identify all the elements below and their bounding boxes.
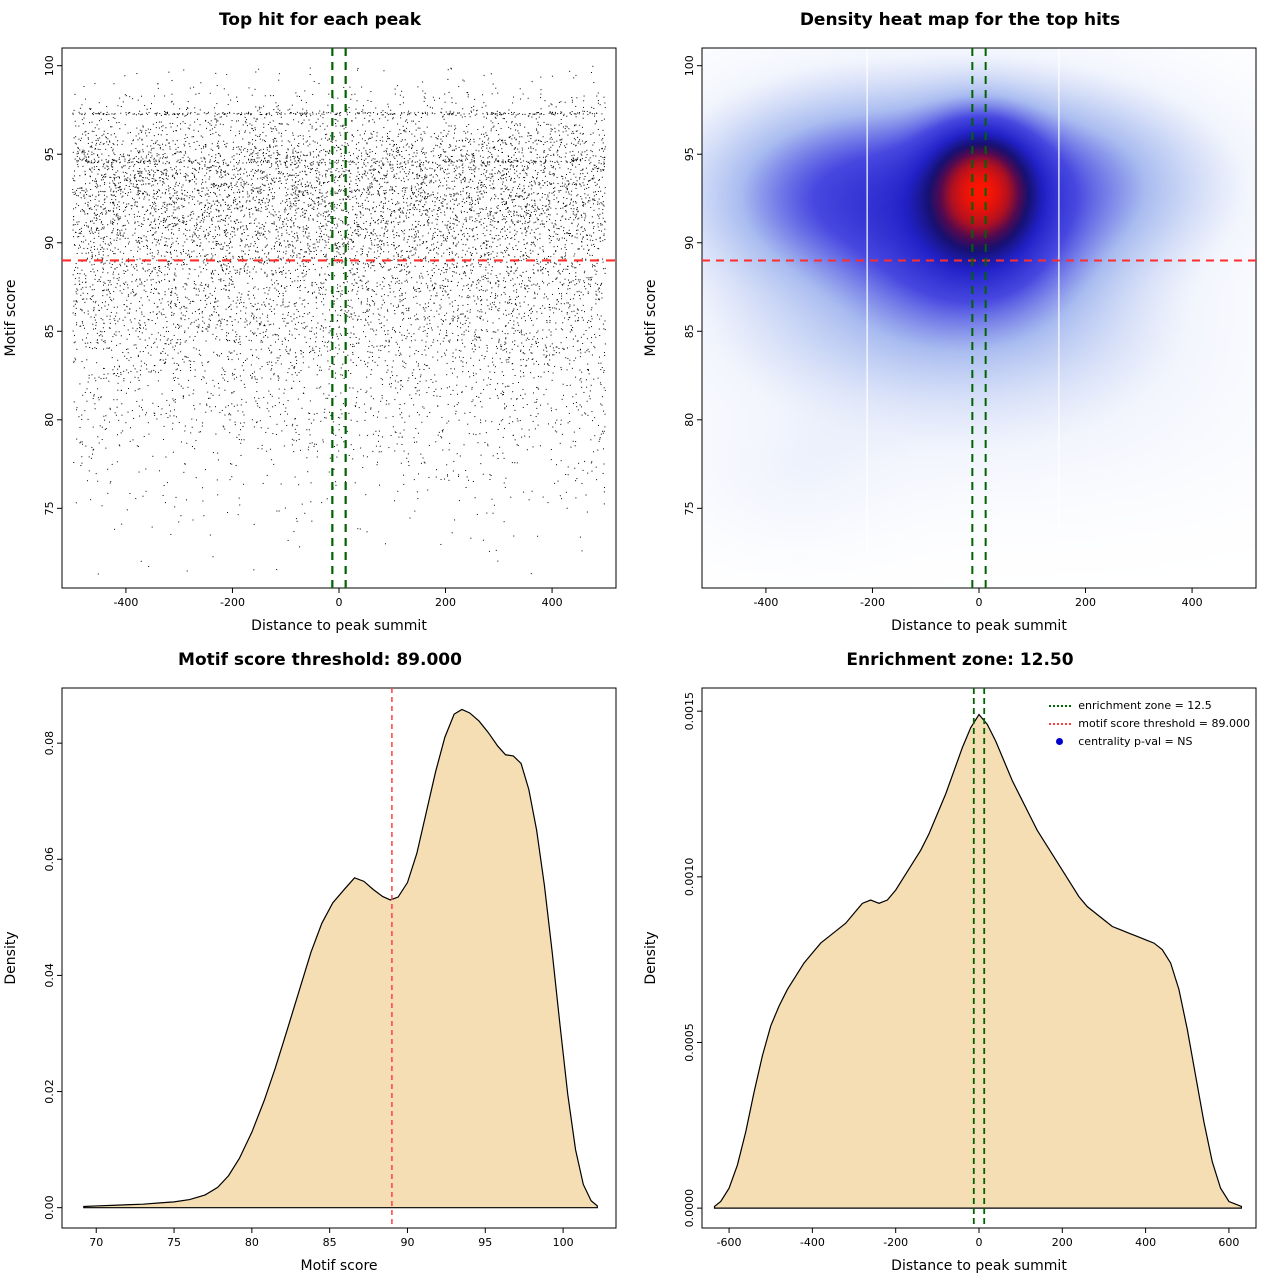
summit-distance-density-canvas (640, 680, 1280, 1280)
panel-top-hit-scatter: Top hit for each peak (0, 0, 640, 640)
red-dotted-line-icon (1049, 722, 1072, 725)
legend-item-centrality-pval: centrality p-val = NS (1049, 734, 1250, 749)
legend-item-score-threshold: motif score threshold = 89.000 (1049, 716, 1250, 731)
heatmap-title: Density heat map for the top hits (799, 10, 1121, 30)
panel-motif-score-density: Motif score threshold: 89.000 (0, 640, 640, 1280)
legend-label: centrality p-val = NS (1078, 735, 1193, 748)
enrichment-zone-title: Enrichment zone: 12.50 (846, 650, 1074, 670)
legend-label: enrichment zone = 12.5 (1078, 699, 1212, 712)
panel-summit-distance-density: Enrichment zone: 12.50 enrichment zone =… (640, 640, 1280, 1280)
blue-point-icon (1056, 738, 1064, 745)
top-hit-scatter-canvas (0, 40, 640, 640)
legend-label: motif score threshold = 89.000 (1078, 717, 1250, 730)
motif-score-density-canvas (0, 680, 640, 1280)
panel-density-heatmap: Density heat map for the top hits (640, 0, 1280, 640)
plot-legend: enrichment zone = 12.5 motif score thres… (1049, 698, 1250, 749)
legend-item-enrichment-zone: enrichment zone = 12.5 (1049, 698, 1250, 713)
density-heatmap-canvas (640, 40, 1280, 640)
scatter-title: Top hit for each peak (218, 10, 422, 30)
score-density-title: Motif score threshold: 89.000 (178, 650, 462, 670)
green-dotted-line-icon (1049, 704, 1072, 707)
